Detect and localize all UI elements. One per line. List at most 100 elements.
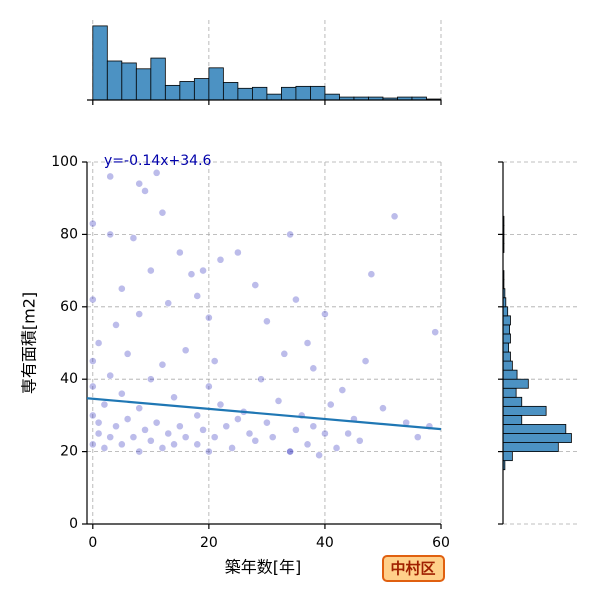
x-label: 築年数[年] — [225, 558, 302, 577]
point — [367, 270, 376, 279]
y-tick-label: 0 — [69, 516, 78, 532]
point — [193, 292, 202, 300]
point — [135, 310, 144, 318]
point — [187, 270, 196, 279]
point — [216, 400, 225, 409]
point — [135, 179, 144, 188]
point — [88, 440, 97, 449]
point — [332, 444, 341, 452]
hist-bar — [208, 67, 224, 101]
point — [274, 397, 283, 405]
hist-bar — [150, 57, 166, 101]
point — [112, 320, 120, 329]
point — [88, 295, 97, 304]
point — [135, 447, 144, 456]
point — [129, 433, 138, 442]
hist-bar — [251, 86, 268, 101]
point — [123, 415, 132, 423]
point — [146, 266, 155, 275]
hist-bar — [502, 405, 547, 416]
hist-bar — [502, 387, 517, 398]
point — [251, 436, 260, 445]
point — [390, 212, 399, 221]
point — [141, 425, 149, 434]
fit-label: y=-0.14x+34.6 — [104, 153, 212, 169]
hist-bar — [222, 82, 239, 101]
hist-bar — [502, 396, 523, 407]
hist-bar — [502, 342, 510, 353]
point — [141, 187, 149, 195]
point — [146, 436, 155, 445]
x-tick-label: 40 — [316, 535, 334, 551]
hist-bar — [502, 414, 523, 425]
point — [106, 172, 115, 181]
point — [431, 328, 440, 337]
point — [164, 429, 173, 438]
point — [292, 425, 300, 434]
hist-bar — [502, 324, 510, 335]
point — [233, 415, 242, 423]
point — [117, 389, 126, 398]
point — [193, 411, 202, 420]
point — [204, 447, 213, 456]
hist-bar — [502, 315, 511, 326]
badge: 中村区 — [390, 560, 435, 578]
x-tick-label: 60 — [432, 535, 450, 551]
x-tick-label: 20 — [200, 535, 218, 551]
hist-bar — [502, 360, 513, 371]
point — [280, 349, 289, 358]
point — [210, 357, 219, 365]
hist-bar — [502, 333, 511, 344]
point — [245, 429, 254, 438]
point — [88, 382, 97, 391]
point — [413, 433, 422, 442]
point — [135, 404, 144, 413]
point — [326, 400, 335, 409]
hist-bar — [281, 86, 297, 101]
point — [88, 219, 97, 228]
hist-bar — [106, 60, 123, 101]
y-tick-label: 80 — [60, 226, 78, 242]
point — [88, 357, 97, 365]
hist-bar — [310, 85, 326, 101]
point — [170, 440, 178, 449]
hist-bar — [237, 87, 253, 101]
hist-bar — [502, 451, 513, 462]
y-tick-label: 100 — [51, 154, 78, 170]
point — [152, 418, 161, 427]
point — [344, 429, 353, 438]
point — [199, 425, 207, 434]
point — [321, 429, 329, 438]
point — [106, 433, 115, 442]
y-tick-label: 60 — [60, 299, 78, 315]
point — [117, 284, 126, 293]
hist-bar — [502, 306, 509, 317]
point — [228, 444, 236, 452]
point — [233, 248, 242, 257]
point — [257, 375, 265, 384]
point — [129, 234, 138, 242]
point — [152, 168, 161, 177]
point — [123, 349, 132, 358]
point — [181, 433, 190, 442]
point — [204, 382, 213, 391]
point — [268, 433, 277, 442]
point — [379, 404, 387, 413]
hist-bar — [164, 84, 181, 101]
point — [164, 299, 173, 308]
point — [292, 295, 300, 304]
y-tick-label: 40 — [60, 371, 78, 387]
point — [193, 440, 202, 449]
point — [175, 422, 184, 431]
point — [94, 429, 103, 438]
point — [100, 444, 109, 452]
hist-bar — [502, 424, 567, 434]
x-tick-label: 0 — [88, 535, 97, 551]
point — [175, 248, 184, 257]
hist-bar — [502, 369, 518, 380]
hist-bar — [502, 433, 572, 443]
fit-line — [86, 397, 442, 431]
point — [158, 208, 167, 217]
point — [158, 360, 167, 369]
